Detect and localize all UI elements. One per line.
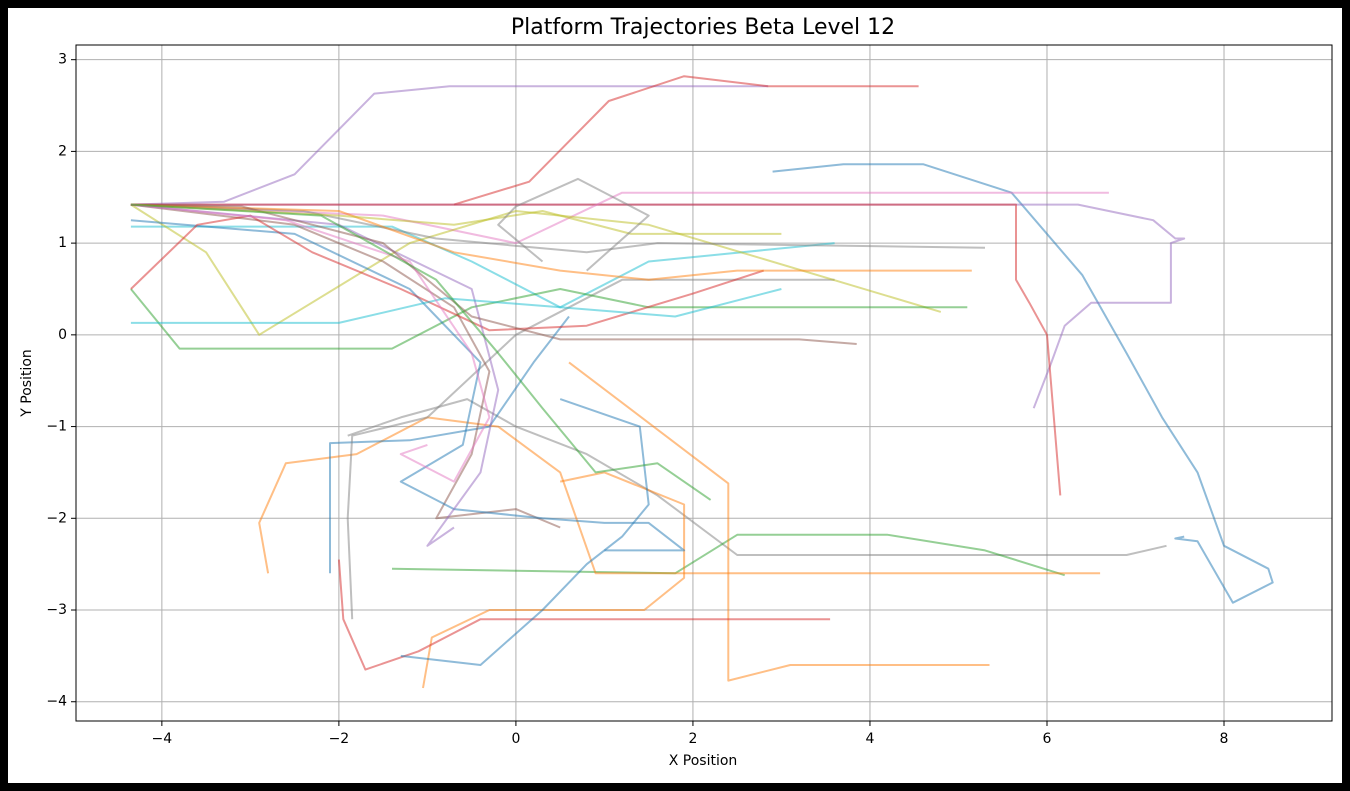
trajectory	[568, 361, 990, 682]
trajectory	[130, 203, 1062, 496]
trajectory	[329, 315, 570, 574]
trajectory	[130, 203, 1186, 409]
chart-title: Platform Trajectories Beta Level 12	[511, 15, 895, 40]
x-tick-label: 2	[688, 731, 697, 747]
trajectories	[130, 75, 1274, 689]
trajectory	[130, 214, 765, 332]
y-tick-label: 0	[58, 327, 67, 343]
trajectory	[130, 203, 972, 281]
y-tick-label: 3	[58, 52, 67, 68]
y-axis-label: Y Position	[19, 349, 35, 418]
trajectory	[346, 278, 835, 620]
trajectory	[130, 203, 942, 336]
trajectory	[130, 85, 769, 206]
trajectory	[130, 203, 712, 501]
x-tick-label: −4	[152, 731, 173, 747]
trajectory	[130, 219, 686, 552]
trajectory	[453, 75, 919, 206]
trajectory	[337, 559, 831, 671]
y-tick-label: −2	[46, 510, 67, 526]
y-tick-label: −4	[46, 694, 67, 710]
x-tick-label: 8	[1220, 731, 1229, 747]
ticks: −4 −2 0 2 4 6 8 −4 −3 −2 −1 0 1 2 3	[46, 52, 1228, 747]
y-tick-label: 1	[58, 235, 67, 251]
x-tick-label: 4	[866, 731, 875, 747]
trajectory	[772, 163, 1274, 604]
y-tick-label: −1	[46, 419, 67, 435]
trajectory	[130, 288, 782, 324]
trajectory	[130, 203, 491, 483]
trajectory	[130, 203, 857, 345]
trajectory	[422, 471, 686, 689]
trajectory	[497, 177, 650, 272]
x-tick-label: 0	[511, 731, 520, 747]
plot-area	[75, 44, 1333, 722]
y-tick-label: 2	[58, 143, 67, 159]
y-tick-label: −3	[46, 602, 67, 618]
x-axis-label: X Position	[669, 753, 738, 769]
x-tick-label: 6	[1043, 731, 1052, 747]
trajectory	[130, 225, 835, 309]
x-tick-label: −2	[329, 731, 350, 747]
